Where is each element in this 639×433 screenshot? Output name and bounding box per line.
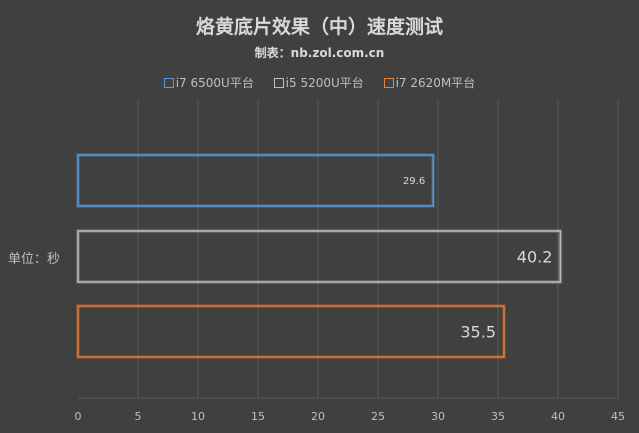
bar-glow [76,153,436,208]
data-label: 35.5 [460,322,496,341]
legend-swatch [273,78,284,88]
x-tick-label: 15 [251,410,265,423]
x-tick-label: 10 [191,410,205,423]
x-tick-label: 0 [75,410,82,423]
bar [77,154,434,207]
x-tick-label: 20 [311,410,325,423]
legend-item: i5 5200U平台 [273,74,364,91]
chart-subtitle: 制表：nb.zol.com.cn [254,46,385,60]
bar [77,305,505,358]
legend: i7 6500U平台 i5 5200U平台 i7 2620M平台 [0,74,639,91]
unit-label: 单位：秒 [8,252,61,267]
x-tick-label: 5 [135,410,142,423]
legend-item: i7 6500U平台 [163,74,254,91]
legend-swatch [383,78,394,88]
bar-glow [76,304,506,359]
legend-label: i7 6500U平台 [175,76,254,90]
legend-item: i7 2620M平台 [383,74,476,91]
bar-glow [76,229,563,284]
legend-label: i7 2620M平台 [395,76,476,90]
x-tick-label: 35 [491,410,505,423]
x-tick-label: 40 [551,410,565,423]
data-label: 29.6 [403,176,425,187]
x-tick-label: 25 [371,410,385,423]
bar [77,230,562,283]
x-tick-label: 30 [431,410,445,423]
x-tick-label: 45 [611,410,625,423]
data-label: 40.2 [517,247,553,266]
legend-swatch [163,78,174,88]
legend-label: i5 5200U平台 [285,76,364,90]
chart-title: 烙黄底片效果（中）速度测试 [195,16,443,38]
